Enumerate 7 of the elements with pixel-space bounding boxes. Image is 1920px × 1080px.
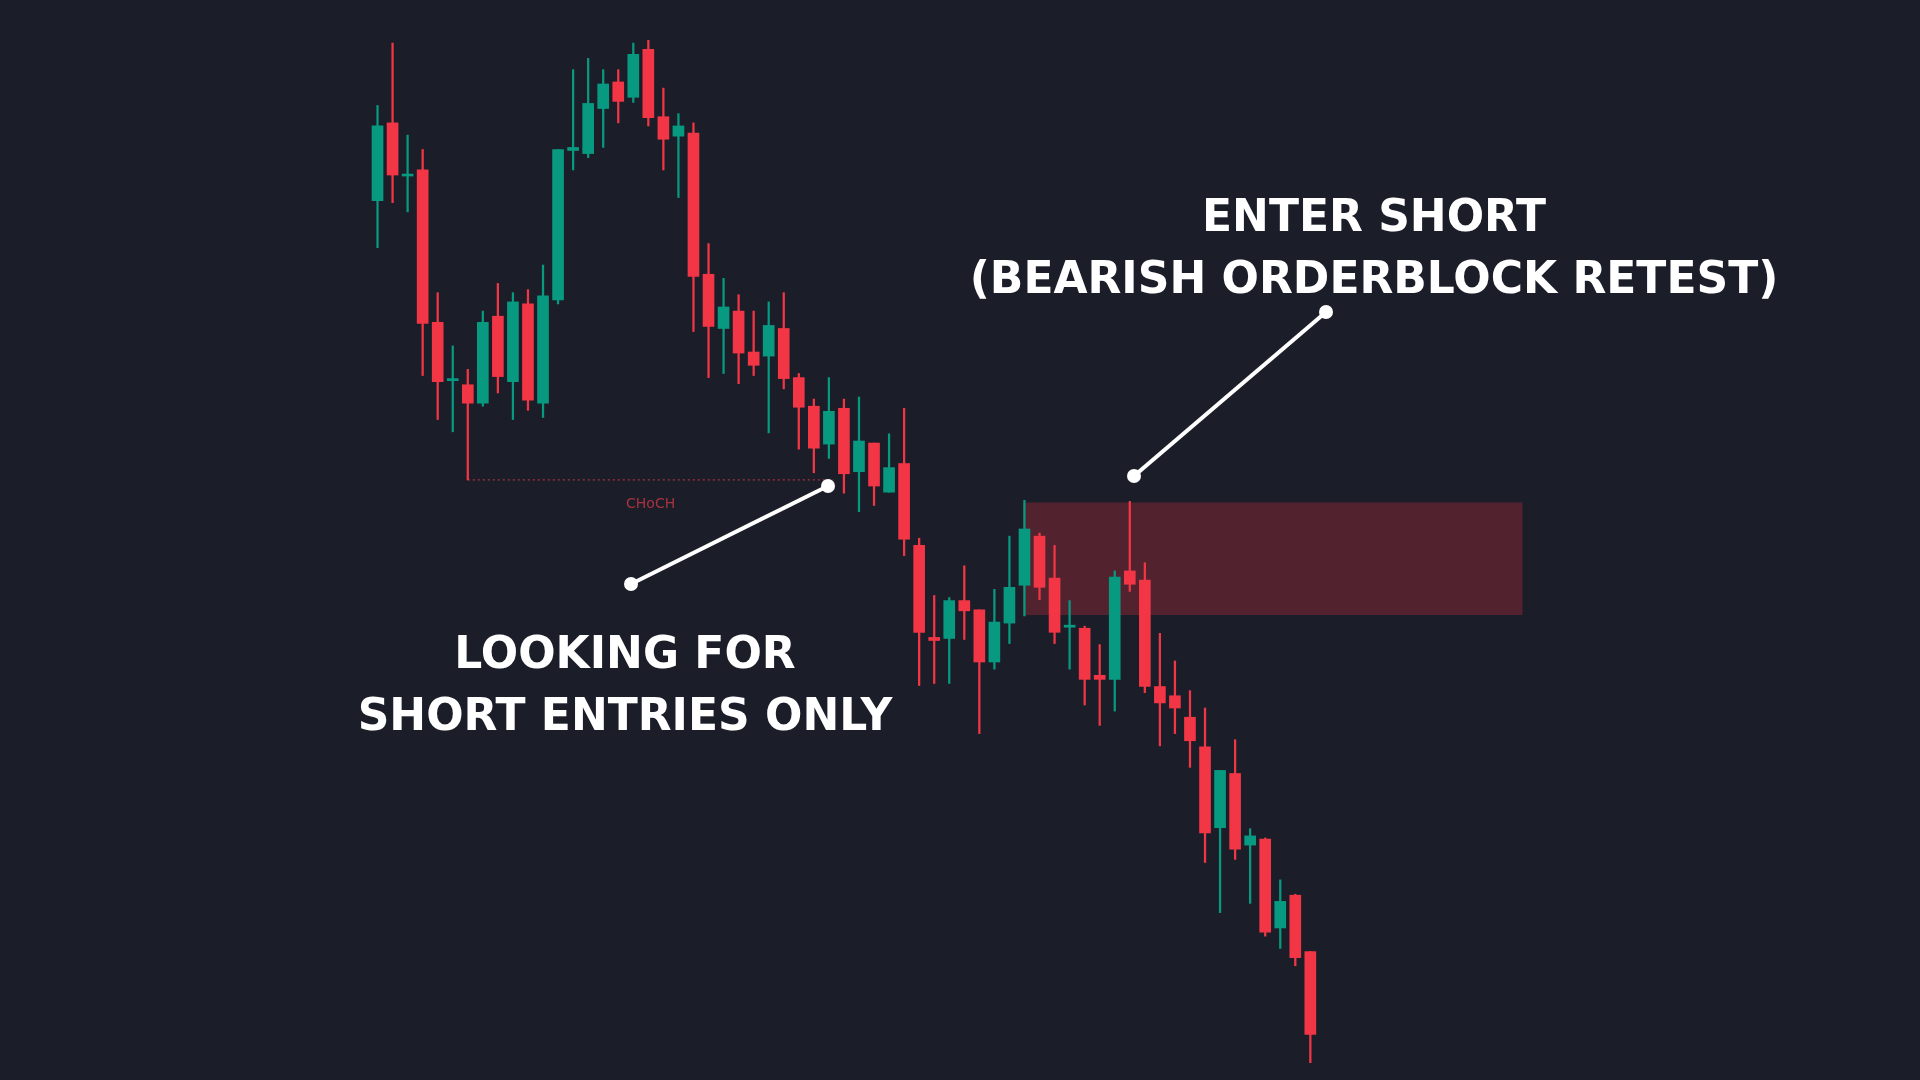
ref-line-label: CHoCH — [626, 494, 676, 511]
annotation: LOOKING FOR SHORT ENTRIES ONLY — [357, 626, 893, 742]
candlestick — [717, 278, 730, 374]
candlestick — [657, 87, 670, 171]
candlestick — [386, 42, 399, 203]
annotation: ENTER SHORT (BEARISH ORDERBLOCK RETEST) — [969, 189, 1779, 305]
candlestick — [1063, 600, 1076, 670]
